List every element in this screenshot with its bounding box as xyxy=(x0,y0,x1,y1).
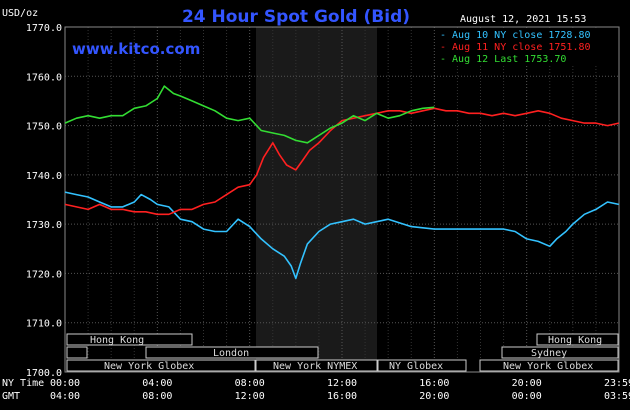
x-tick-ny: 23:59 xyxy=(604,378,630,389)
legend-aug11: - Aug 11 NY close 1751.80 xyxy=(440,42,591,53)
legend-aug12: - Aug 12 Last 1753.70 xyxy=(440,54,566,65)
y-tick-label: 1770.0 xyxy=(26,23,62,34)
tz-hongkong-2 xyxy=(536,333,619,346)
site-url: www.kitco.com xyxy=(72,40,200,58)
tz-ny-nymex-label: New York NYMEX xyxy=(273,361,357,372)
legend-box xyxy=(436,28,618,66)
x-tick-ny: 12:00 xyxy=(327,378,357,389)
tz-ny-globex-1 xyxy=(66,359,256,372)
tz-london xyxy=(145,346,319,359)
x-tick-ny: 16:00 xyxy=(419,378,449,389)
nymex-session-highlight xyxy=(256,27,377,372)
x-tick-gmt: 12:00 xyxy=(235,391,265,402)
x-tick-gmt: 03:59 xyxy=(604,391,630,402)
legend-aug10: - Aug 10 NY close 1728.80 xyxy=(440,30,591,41)
tz-ny-globex-1-label: New York Globex xyxy=(104,361,194,372)
tz-hongkong-1 xyxy=(66,333,193,346)
y-tick-label: 1720.0 xyxy=(26,269,62,280)
y-tick-label: 1710.0 xyxy=(26,319,62,330)
series-lines xyxy=(64,85,619,280)
y-tick-label: 1740.0 xyxy=(26,171,62,182)
x-axis: 00:00 04:00 08:00 12:00 16:00 20:00 23:59 04:00… xyxy=(50,378,630,402)
unit-label: USD/oz xyxy=(2,8,38,19)
timezone-bars: Hong Kong Hong Kong London Sydney New Yo… xyxy=(66,333,619,372)
x-tick-ny: 04:00 xyxy=(142,378,172,389)
series-line-1 xyxy=(64,107,619,216)
tz-london-label: London xyxy=(213,348,249,359)
timestamp: August 12, 2021 15:53 xyxy=(460,14,586,25)
ny-time-label: NY Time xyxy=(2,378,44,389)
y-tick-label: 1760.0 xyxy=(26,72,62,83)
x-tick-gmt: 04:00 xyxy=(50,391,80,402)
tz-ny-globex-2-label: NY Globex xyxy=(389,361,443,372)
tz-sydney xyxy=(501,346,619,359)
x-tick-gmt: 16:00 xyxy=(327,391,357,402)
y-tick-label: 1750.0 xyxy=(26,122,62,133)
tz-hongkong-2-label: Hong Kong xyxy=(548,335,602,346)
x-tick-ny: 00:00 xyxy=(50,378,80,389)
x-tick-gmt: 08:00 xyxy=(142,391,172,402)
x-tick-ny: 20:00 xyxy=(512,378,542,389)
tz-ny-globex-3-label: New York Globex xyxy=(503,361,593,372)
x-tick-gmt: 20:00 xyxy=(419,391,449,402)
x-tick-ny: 08:00 xyxy=(235,378,265,389)
tz-sydney-label: Sydney xyxy=(531,348,567,359)
y-axis: 1770.0 1760.0 1750.0 1740.0 1730.0 1720.0 1710… xyxy=(26,23,62,379)
y-tick-label: 1700.0 xyxy=(26,368,62,379)
tz-ny-globex-2 xyxy=(377,359,467,372)
y-tick-label: 1730.0 xyxy=(26,220,62,231)
x-tick-gmt: 00:00 xyxy=(512,391,542,402)
series-line-0 xyxy=(64,191,619,280)
series-line-2 xyxy=(64,85,435,144)
tz-hongkong-1-label: Hong Kong xyxy=(90,335,144,346)
plot-frame xyxy=(64,26,620,373)
chart-title: 24 Hour Spot Gold (Bid) xyxy=(182,7,410,27)
tz-london-pre xyxy=(66,346,88,359)
tz-ny-globex-3 xyxy=(479,359,619,372)
tz-ny-nymex xyxy=(255,359,378,372)
gmt-label: GMT xyxy=(2,391,20,402)
